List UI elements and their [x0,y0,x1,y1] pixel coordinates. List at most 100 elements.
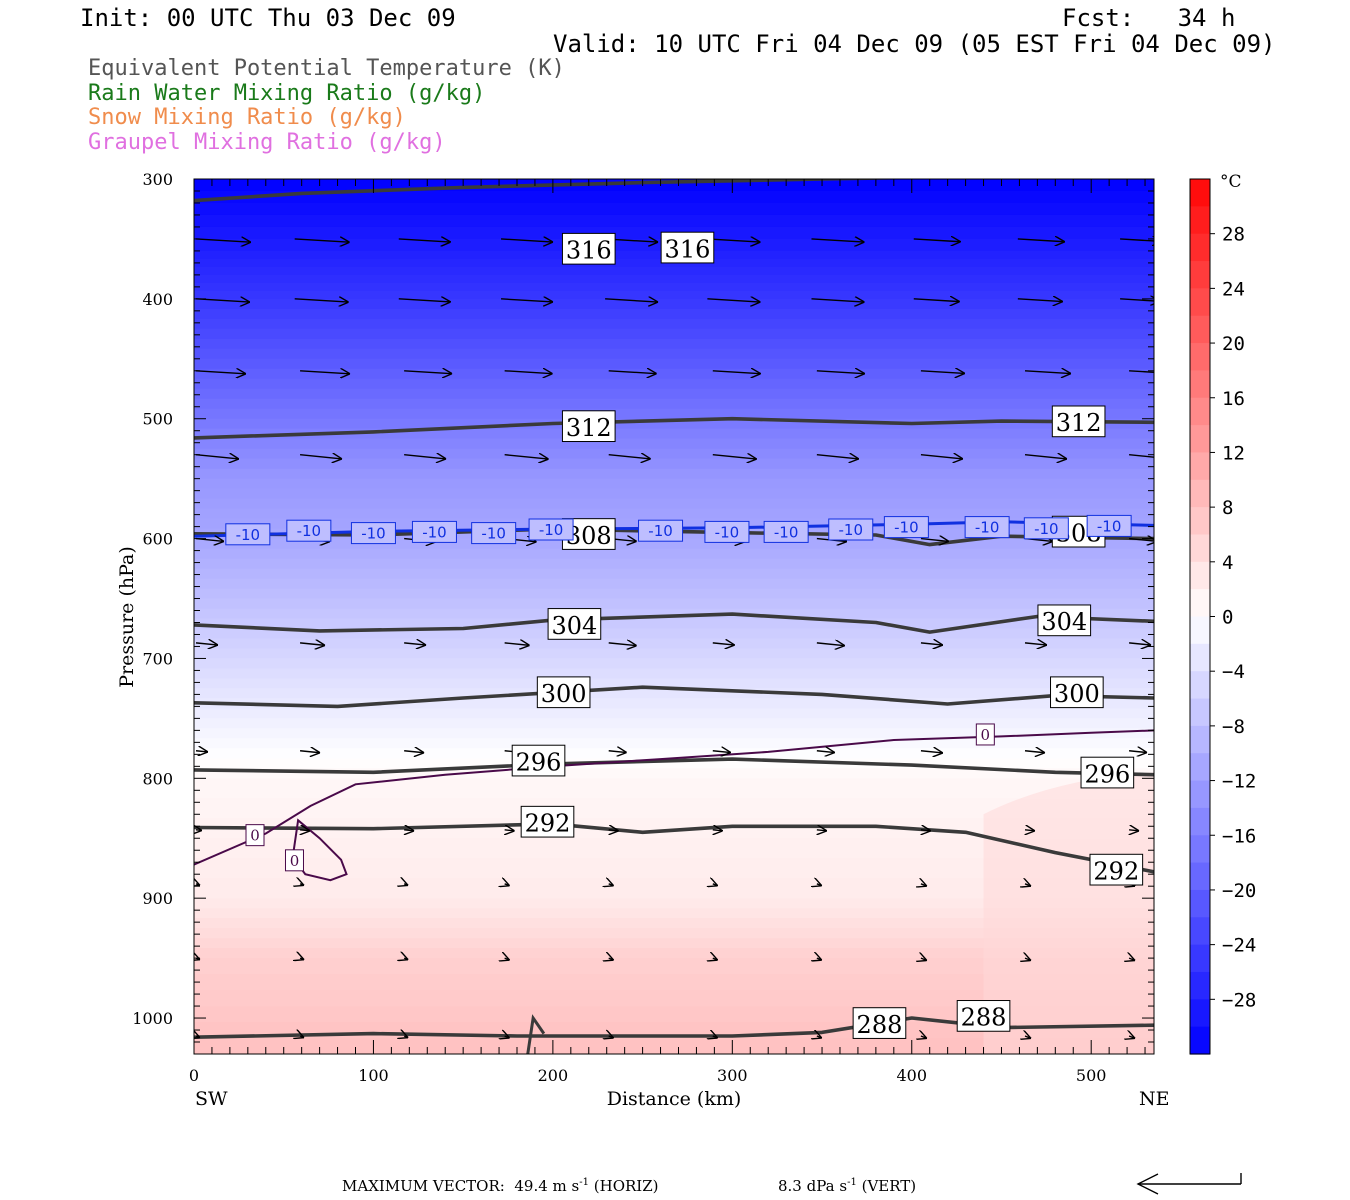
label-box [852,1007,907,1039]
label-box [1023,517,1069,540]
temperature-band [194,798,1154,819]
label-text: 288 [857,1011,903,1039]
colorbar-segment [1190,917,1210,946]
x-right-end-label: NE [1139,1088,1170,1110]
isotherm-zero-label: 0 [284,849,304,872]
wind-vector [608,455,651,459]
wind-vector [1129,1036,1135,1038]
wind-vector [300,643,325,646]
x-left-end-label: SW [195,1088,228,1110]
wind-vector [712,751,731,753]
temperature-band [194,266,1154,276]
label-text: -10 [1034,520,1059,538]
wind-vector [1129,751,1147,753]
wind-vector [921,958,927,960]
temperature-band [194,378,1154,390]
x-tick-label: 400 [896,1066,927,1085]
legend-snow: Snow Mixing Ratio (g/kg) [88,105,406,130]
label-text: -10 [361,525,386,543]
isotherm-minus10-label: -10 [471,522,517,545]
label-text: -10 [481,525,506,543]
label-text: -10 [648,522,673,540]
isotherm-minus10-label: -10 [964,516,1010,539]
init-time-label: Init: 00 UTC Thu 03 Dec 09 [80,4,456,32]
wind-vector [195,371,246,374]
theta-e-label: 300 [1050,676,1104,709]
wind-vector [196,884,200,886]
wind-vector [404,884,408,886]
wind-vector [920,751,943,753]
temperature-band [194,1038,1154,1054]
wind-vector [300,884,304,886]
temperature-band [194,328,1154,340]
label-box [520,805,575,838]
wind-vector [195,455,239,459]
temperature-band [194,508,1154,520]
x-tick-label: 500 [1076,1066,1107,1085]
temperature-band [194,858,1154,879]
label-box [704,520,750,543]
wind-vector [195,751,208,752]
label-box [561,232,616,265]
wind-vector [1024,455,1067,459]
label-text: 296 [1084,760,1130,788]
temperature-band [194,358,1154,370]
label-box [1089,853,1144,886]
wind-vector [713,830,723,831]
label-box [828,518,874,541]
colorbar-segment [1190,1026,1210,1055]
wind-vector [609,830,619,831]
wind-vector [712,371,761,374]
isotherm-minus10-label: -10 [225,523,271,546]
colorbar-label: 8 [1222,497,1233,519]
colorbar-label: 20 [1222,333,1245,355]
y-axis-label: Pressure (hPa) [116,546,138,688]
label-box [284,849,304,872]
wind-vector [817,884,822,886]
theta-e-label: 296 [1080,756,1135,789]
isotherm-minus10-label: -10 [411,520,457,543]
label-text: -10 [975,519,1000,537]
temperature-band [194,318,1154,330]
label-box [528,518,574,541]
wind-vector [404,958,408,960]
colorbar-segment [1190,643,1210,672]
colorbar-label: −12 [1222,771,1256,793]
temperature-band [194,974,1154,991]
temperature-band [194,588,1154,600]
colorbar-label: 4 [1222,552,1233,574]
wind-vector [1129,830,1139,831]
wind-vector [404,830,414,831]
wind-vector [816,643,845,646]
colorbar-segment [1190,944,1210,973]
theta-e-label: 312 [1051,405,1106,438]
wind-vector [816,751,835,753]
temperature-band [194,458,1154,470]
temperature-band [194,938,1154,949]
temperature-band [194,948,1154,959]
colorbar-segment [1190,725,1210,754]
label-box [547,608,602,640]
wind-vector [921,830,931,831]
label-text: 316 [665,235,711,263]
wind-vector [1024,371,1071,374]
y-tick-label: 300 [142,170,173,189]
temperature-band [194,908,1154,919]
temperature-band [194,918,1154,929]
y-tick-label: 700 [142,649,173,668]
wind-vector [300,751,320,753]
colorbar-unit: °C [1220,172,1242,192]
colorbar-segment [1190,370,1210,399]
isotherm-minus10-label: -10 [763,520,809,543]
max-vector-prefix: MAXIMUM VECTOR: [342,1177,505,1195]
y-tick-label: 800 [142,769,173,788]
wind-vector [712,643,735,645]
vert-max-exponent: -1 [847,1177,857,1188]
wind-vector [816,455,859,459]
wind-vector [608,751,627,753]
wind-vector [1025,958,1031,960]
temperature-band [194,498,1154,510]
temperature-band [194,928,1154,939]
temperature-band [194,958,1154,975]
theta-e-label: 312 [561,410,616,443]
